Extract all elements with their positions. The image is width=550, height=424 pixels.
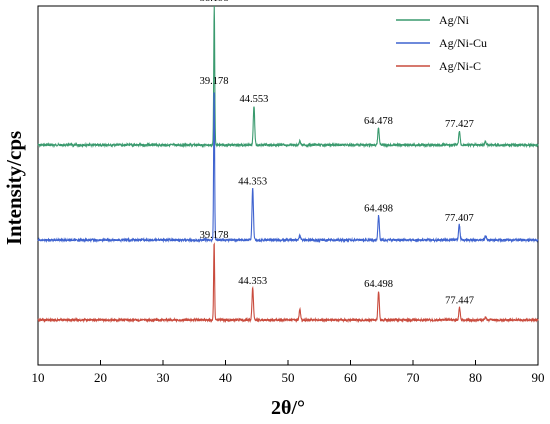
peak-label: 39.178 — [200, 76, 229, 87]
series-line — [37, 5, 539, 149]
legend-label: Ag/Ni — [439, 13, 470, 27]
y-axis-title: Intensity/cps — [2, 131, 26, 245]
x-tick-label: 60 — [344, 370, 357, 385]
peak-label: 38.198 — [200, 0, 229, 4]
peak-label: 64.498 — [364, 204, 393, 215]
x-tick-label: 10 — [32, 370, 45, 385]
x-axis-title: 2θ/° — [271, 397, 305, 419]
legend-label: Ag/Ni-Cu — [439, 36, 487, 50]
peak-label: 64.478 — [364, 116, 393, 127]
peak-label: 77.447 — [445, 296, 474, 307]
x-tick-label: 90 — [532, 370, 545, 385]
peak-label: 77.427 — [445, 119, 474, 130]
peak-label: 64.498 — [364, 279, 393, 290]
x-tick-label: 70 — [407, 370, 420, 385]
peak-label: 44.353 — [238, 176, 267, 187]
x-tick-label: 20 — [94, 370, 107, 385]
peak-label: 44.553 — [240, 94, 269, 105]
legend-label: Ag/Ni-C — [439, 59, 481, 73]
peak-label: 39.178 — [200, 230, 229, 241]
peak-label: 77.407 — [445, 213, 474, 224]
series-line — [37, 242, 539, 324]
x-ticks: 10 20 30 40 50 60 70 80 90 — [32, 360, 545, 385]
peak-labels: 38.198 44.553 64.478 77.427 39.178 44.353 64.4… — [200, 0, 474, 307]
x-tick-label: 30 — [157, 370, 170, 385]
x-tick-label: 40 — [219, 370, 232, 385]
peak-label: 44.353 — [238, 276, 267, 287]
curves — [37, 5, 539, 324]
x-tick-label: 80 — [469, 370, 482, 385]
x-tick-label: 50 — [282, 370, 295, 385]
series-line — [37, 92, 539, 244]
legend: Ag/Ni Ag/Ni-Cu Ag/Ni-C — [396, 13, 487, 73]
